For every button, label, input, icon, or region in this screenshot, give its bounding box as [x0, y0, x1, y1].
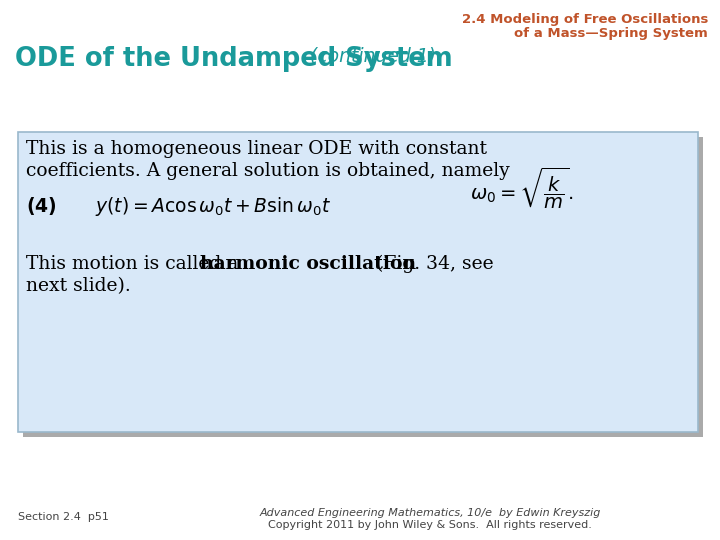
Text: next slide).: next slide). [26, 277, 131, 295]
Text: 2.4 Modeling of Free Oscillations: 2.4 Modeling of Free Oscillations [462, 13, 708, 26]
Text: ODE of the Undamped System: ODE of the Undamped System [15, 46, 453, 72]
Text: (continued 1): (continued 1) [310, 46, 436, 65]
Text: This motion is called a: This motion is called a [26, 255, 244, 273]
Text: (Fig. 34, see: (Fig. 34, see [370, 255, 494, 273]
Text: $\omega_0 = \sqrt{\dfrac{k}{m}}.$: $\omega_0 = \sqrt{\dfrac{k}{m}}.$ [470, 165, 574, 211]
Text: harmonic oscillation: harmonic oscillation [200, 255, 416, 273]
Text: $y(t) = A\cos\omega_0 t + B\sin\omega_0 t$: $y(t) = A\cos\omega_0 t + B\sin\omega_0 … [95, 195, 331, 218]
Text: Section 2.4  p51: Section 2.4 p51 [18, 512, 109, 522]
Text: Advanced Engineering Mathematics, 10/e  by Edwin Kreyszig: Advanced Engineering Mathematics, 10/e b… [259, 508, 600, 518]
Text: This is a homogeneous linear ODE with constant: This is a homogeneous linear ODE with co… [26, 140, 487, 158]
Text: Copyright 2011 by John Wiley & Sons.  All rights reserved.: Copyright 2011 by John Wiley & Sons. All… [268, 520, 592, 530]
Text: coefficients. A general solution is obtained, namely: coefficients. A general solution is obta… [26, 162, 510, 180]
Text: of a Mass—Spring System: of a Mass—Spring System [514, 27, 708, 40]
FancyBboxPatch shape [18, 132, 698, 432]
FancyBboxPatch shape [23, 137, 703, 437]
Text: $\mathbf{(4)}$: $\mathbf{(4)}$ [26, 195, 57, 217]
